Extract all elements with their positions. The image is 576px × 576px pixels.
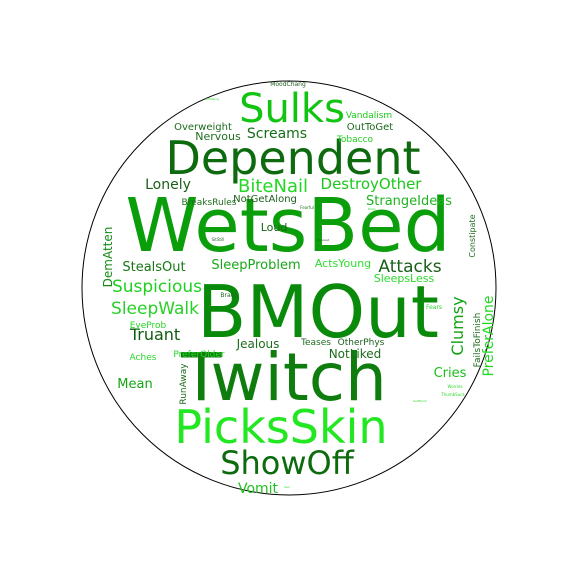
word-alltalking: AllTalking [205,97,219,101]
word-stealsout: StealsOut [122,260,185,275]
word-actsyoung: ActsYoung [315,257,371,270]
word-dizzy: Dizzy [368,207,376,211]
word-sex: Sex [284,485,290,489]
word-sleepwalk: SleepWalk [111,299,199,319]
word-bmout: BMOut [197,270,439,354]
word-outtoget: OutToGet [347,122,394,133]
word-overweight: Overweight [174,122,232,133]
cloud-outline-circle [81,80,497,496]
word-mean: Mean [117,377,152,392]
word-teases: Teases [300,338,331,348]
word-sitstill: SitStill [212,237,225,242]
word-bitenail: BiteNail [238,176,308,197]
word-vomit: Vomit [238,481,279,497]
word-brags: Brags [220,292,237,299]
word-screams: Screams [247,126,307,142]
word-fearful: Fearful [300,205,314,210]
word-suspicious: Suspicious [112,277,202,297]
word-showoff: ShowOff [220,444,355,482]
word-notliked: NotLiked [329,347,382,361]
word-notgetalong: NotGetAlong [233,194,297,205]
word-clumsy: Clumsy [448,296,467,355]
word-nervous: Nervous [195,130,241,143]
word-truant: Truant [129,325,180,344]
word-wetsbed: WetsBed [125,183,450,269]
word-destroyother: DestroyOther [321,175,423,193]
word-sleepsless: SleepsLess [374,272,435,285]
word-dependent: Dependent [165,131,420,185]
word-preferalone: PreferAlone [481,295,497,376]
word-fears: Fears [426,304,442,311]
word-otherphys: OtherPhys [338,338,385,348]
word-picksskin: PicksSkin [174,400,387,454]
word-lonely: Lonely [145,177,191,193]
word-jealous: Jealous [236,337,280,351]
word-eyeprob: EyeProb [130,321,167,331]
word-selfharm: SelfHarm [413,399,427,403]
word-loud: Loud [261,221,288,234]
word-breaksrules: BreaksRules [182,198,237,208]
word-thumbsuck: ThumbSuck [440,392,465,397]
word-failstofinish: FailsToFinish [473,313,483,368]
word-worries: Worries [447,384,462,389]
word-twitch: Twitch [180,339,387,416]
word-overeat: Overeat [317,238,330,242]
word-runaway: RunAway [179,363,189,405]
word-dematten: DemAtten [101,227,115,288]
word-constipate: Constipate [468,214,477,257]
word-cries: Cries [434,366,467,381]
word-tobacco: Tobacco [336,135,374,145]
word-aches: Aches [130,353,157,363]
word-sleepproblem: SleepProblem [211,258,300,273]
word-preferolder: PreferOlder [173,350,225,360]
word-sulks: Sulks [239,86,345,132]
word-attacks: Attacks [378,257,441,277]
word-vandalism: Vandalism [346,111,392,121]
word-moodchang: MoodChang [270,81,306,88]
word-strangeideas: StrangeIdeas [366,194,452,209]
